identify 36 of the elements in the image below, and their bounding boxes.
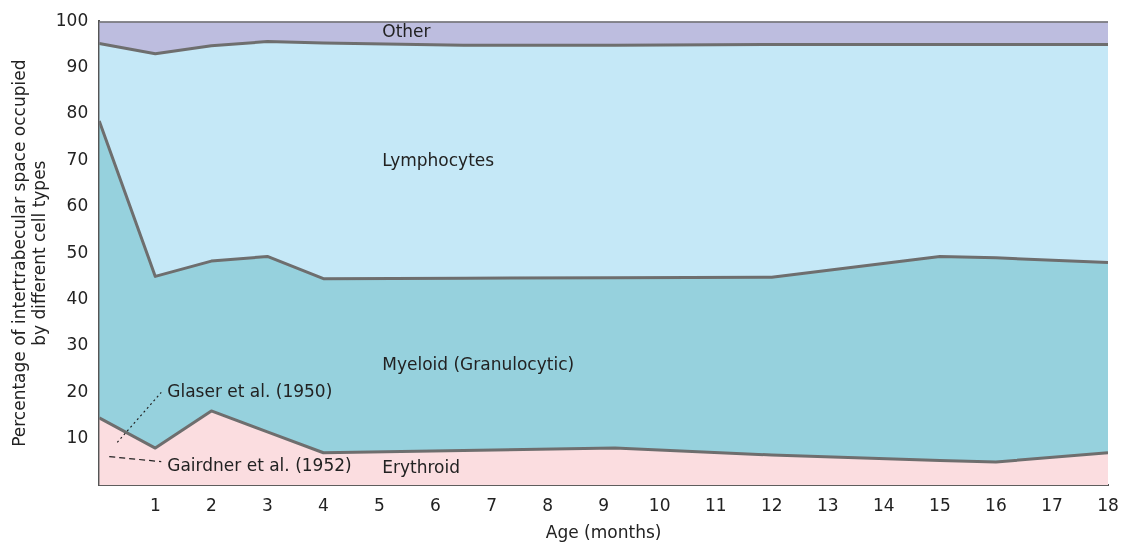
x-axis-title: Age (months) [545, 522, 662, 543]
x-tick-label: 11 [704, 494, 727, 515]
y-tick-label: 40 [66, 288, 89, 309]
x-tick-label: 12 [760, 494, 783, 515]
y-axis-title: Percentage of intertrabecular space occupied by different cell types [8, 59, 50, 447]
x-tick-label: 14 [873, 494, 895, 515]
x-tick-label: 13 [816, 494, 839, 515]
x-tick-label: 3 [261, 494, 273, 515]
x-tick-label: 16 [985, 494, 1007, 515]
x-tick-label: 2 [205, 494, 217, 515]
y-tick-label: 50 [66, 241, 89, 262]
x-tick-label: 18 [1097, 494, 1119, 515]
x-tick-label: 4 [318, 494, 329, 515]
series-label: Erythroid [382, 456, 461, 477]
x-tick-label: 8 [542, 494, 553, 515]
x-tick-label: 5 [374, 494, 385, 515]
y-tick-label: 80 [66, 102, 89, 123]
y-tick-label: 10 [66, 427, 89, 448]
x-tick-label: 15 [929, 494, 951, 515]
y-tick-label: 90 [66, 56, 89, 77]
y-tick-label: 70 [66, 148, 89, 169]
annotation: Gairdner et al. (1952) [167, 455, 352, 476]
x-tick-label: 10 [648, 494, 671, 515]
x-tick-label: 6 [430, 494, 441, 515]
y-tick-label: 100 [55, 9, 89, 30]
series-label: Lymphocytes [382, 149, 495, 170]
x-tick-label: 9 [598, 494, 610, 515]
x-tick-label: 7 [486, 494, 497, 515]
series-label: Other [382, 21, 431, 42]
x-tick-label: 1 [149, 494, 161, 515]
series-label: Myeloid (Granulocytic) [382, 353, 575, 374]
y-tick-label: 60 [66, 195, 89, 216]
annotation: Glaser et al. (1950) [167, 380, 333, 401]
y-tick-label: 20 [66, 380, 89, 401]
y-tick-label: 30 [66, 334, 89, 355]
x-tick-label: 17 [1041, 494, 1063, 515]
